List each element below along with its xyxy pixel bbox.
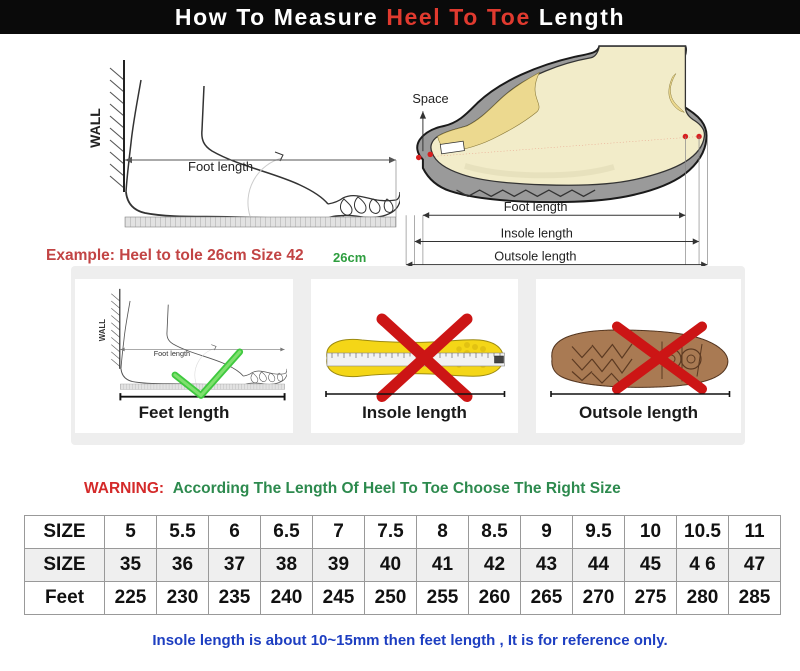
- svg-text:Insole length: Insole length: [501, 225, 573, 240]
- svg-text:Outsole length: Outsole length: [494, 248, 576, 263]
- svg-text:Space: Space: [412, 91, 448, 106]
- svg-text:Foot length: Foot length: [504, 199, 568, 214]
- svg-text:Foot length: Foot length: [188, 159, 253, 174]
- svg-text:WALL: WALL: [98, 319, 107, 341]
- svg-text:Foot length: Foot length: [154, 349, 190, 358]
- svg-text:WALL: WALL: [87, 108, 103, 148]
